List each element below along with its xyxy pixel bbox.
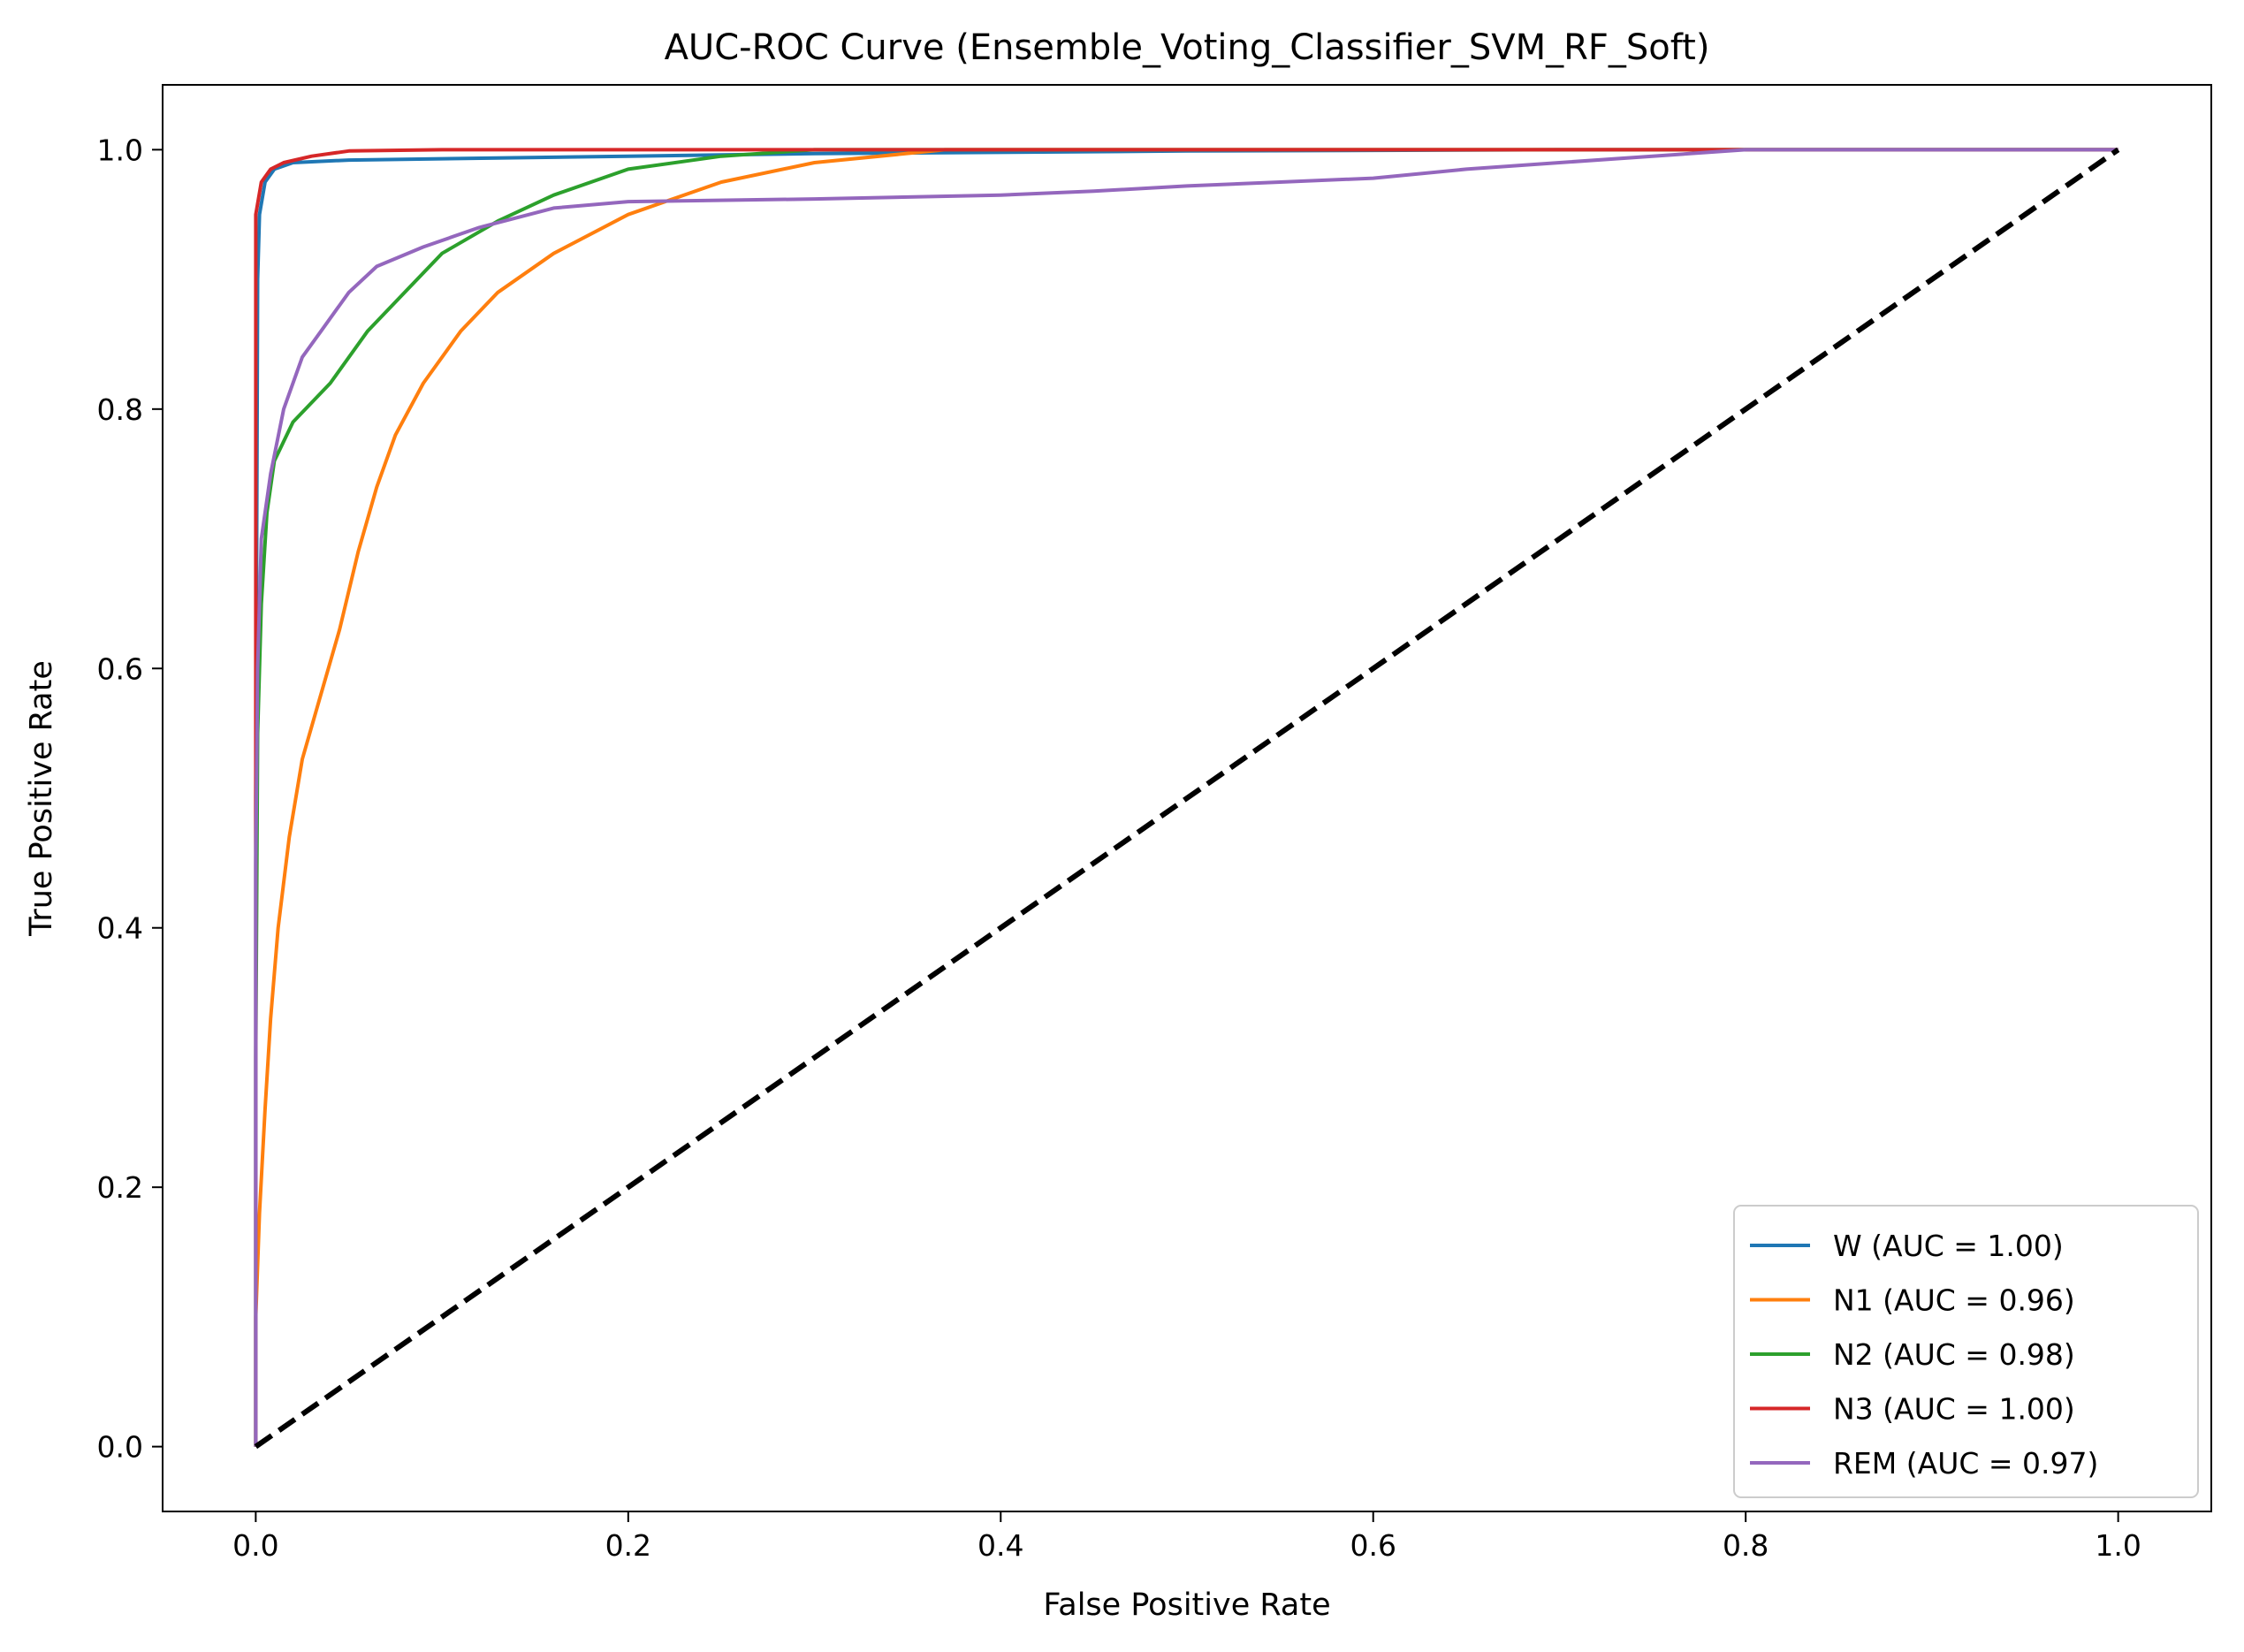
x-tick-label: 0.0: [232, 1528, 278, 1563]
x-tick-label: 0.4: [977, 1528, 1023, 1563]
x-axis-label: False Positive Rate: [1043, 1587, 1330, 1623]
y-axis-ticks: 0.0 0.2 0.4 0.6 0.8 1.0: [97, 133, 163, 1465]
legend: W (AUC = 1.00) N1 (AUC = 0.96) N2 (AUC = 0…: [1733, 1205, 2199, 1498]
legend-entry-label: N2 (AUC = 0.98): [1833, 1337, 2075, 1372]
reference-diagonal-line: [254, 147, 2120, 1450]
x-tick-label: 0.8: [1723, 1528, 1769, 1563]
series-layer: [254, 147, 2120, 1450]
legend-entry-label: N1 (AUC = 0.96): [1833, 1283, 2075, 1318]
y-tick-label: 0.0: [97, 1430, 143, 1465]
x-tick-label: 0.6: [1350, 1528, 1396, 1563]
series-line-3: [254, 148, 2118, 1447]
series-line-4: [254, 148, 2118, 1447]
legend-entry-label: REM (AUC = 0.97): [1833, 1446, 2098, 1481]
legend-entry-label: W (AUC = 1.00): [1833, 1229, 2064, 1263]
plot-frame: [162, 84, 2212, 1512]
y-axis-label: True Positive Rate: [24, 660, 59, 937]
chart-title: AUC-ROC Curve (Ensemble_Voting_Classifie…: [665, 27, 1710, 68]
legend-box: [1733, 1205, 2199, 1498]
x-tick-label: 0.2: [605, 1528, 651, 1563]
y-tick-label: 0.2: [97, 1170, 143, 1205]
series-line-1: [254, 148, 2118, 1447]
y-tick-label: 0.8: [97, 392, 143, 427]
series-line-2: [254, 148, 2118, 1447]
legend-entry-label: N3 (AUC = 1.00): [1833, 1392, 2075, 1427]
y-tick-label: 0.4: [97, 911, 143, 946]
x-axis-ticks: 0.0 0.2 0.4 0.6 0.8 1.0: [232, 1511, 2141, 1563]
y-tick-label: 1.0: [97, 133, 143, 167]
x-tick-label: 1.0: [2095, 1528, 2141, 1563]
y-tick-label: 0.6: [97, 651, 143, 686]
